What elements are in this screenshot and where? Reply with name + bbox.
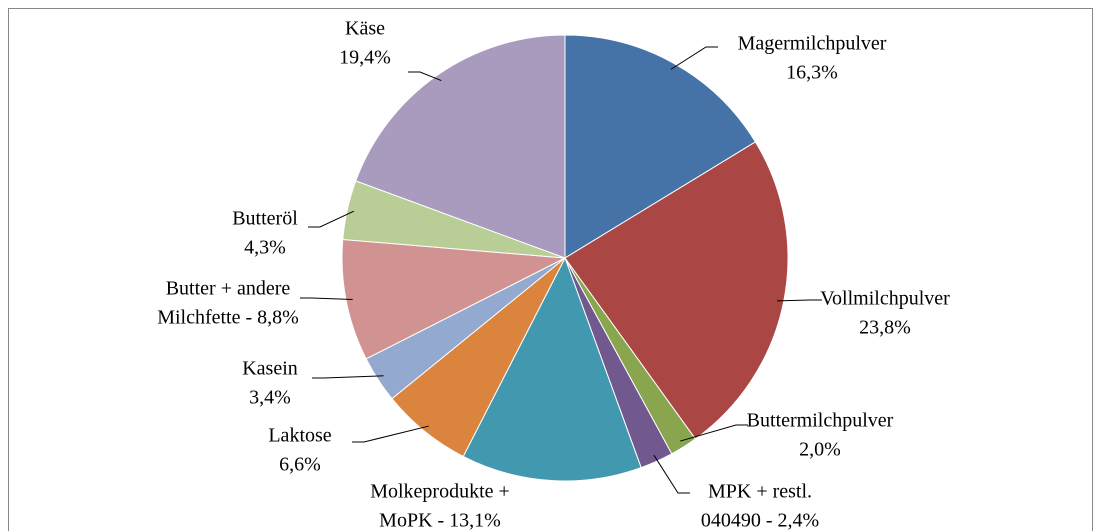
slice-label: 23,8% xyxy=(859,317,911,339)
pie-slice xyxy=(341,238,567,360)
slice-label: Buttermilchpulver xyxy=(747,410,894,432)
leader-line xyxy=(408,71,442,82)
slice-label: MPK + restl. xyxy=(708,481,812,503)
slice-label: 2,0% xyxy=(799,439,841,461)
slice-label: Butter + andere xyxy=(166,278,291,300)
slice-label: 19,4% xyxy=(339,47,391,69)
slice-label: 16,3% xyxy=(786,62,838,84)
pie-slice xyxy=(564,34,757,259)
slice-label: MoPK - 13,1% xyxy=(379,510,501,531)
leader-line xyxy=(777,299,822,302)
slice-label: Vollmilchpulver xyxy=(820,288,950,310)
slice-label: 040490 - 2,4% xyxy=(701,510,819,531)
leader-line xyxy=(653,454,690,494)
pie-slice xyxy=(355,34,566,259)
slice-label: 6,6% xyxy=(279,454,321,476)
leader-line xyxy=(312,375,384,379)
slice-label: Molkeprodukte + xyxy=(370,481,510,503)
pie-slice xyxy=(462,256,642,482)
leader-line xyxy=(670,46,718,70)
slice-label: Milchfette - 8,8% xyxy=(157,307,299,329)
pie-slice xyxy=(564,141,789,440)
slice-label: 3,4% xyxy=(249,387,291,409)
slice-label: 4,3% xyxy=(244,237,286,259)
leader-line xyxy=(300,297,353,300)
leader-line xyxy=(308,210,355,228)
slice-label: Magermilchpulver xyxy=(738,33,887,55)
slice-label: Kasein xyxy=(242,358,298,380)
slice-label: Laktose xyxy=(268,425,331,447)
slice-label: Käse xyxy=(345,18,385,40)
leader-line xyxy=(680,424,748,442)
leader-line xyxy=(352,425,429,443)
slice-label: Butteröl xyxy=(232,208,298,230)
